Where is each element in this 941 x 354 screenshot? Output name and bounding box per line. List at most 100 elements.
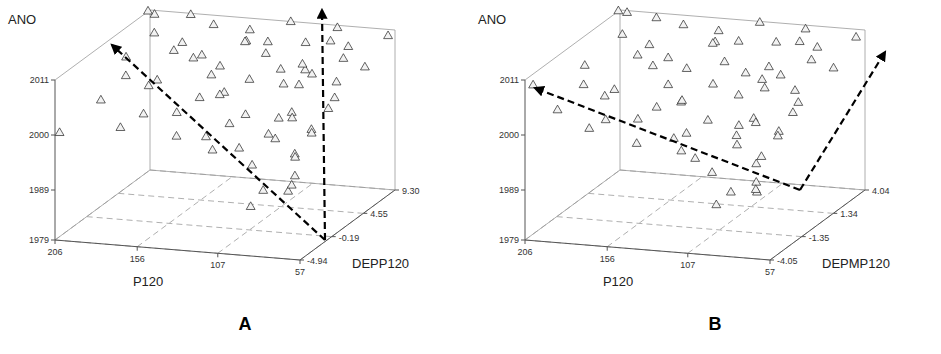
grid-line (770, 190, 865, 260)
point (579, 80, 588, 88)
tick (770, 260, 774, 261)
point (271, 134, 280, 142)
point (703, 115, 712, 123)
point (332, 77, 341, 85)
point (795, 37, 804, 45)
tick (395, 190, 399, 191)
point (298, 59, 307, 67)
point (600, 91, 609, 99)
point (714, 26, 723, 34)
panel-title: B (709, 314, 722, 334)
tick-label: 156 (130, 254, 145, 264)
point (216, 61, 225, 69)
point (248, 160, 257, 168)
point (290, 171, 299, 179)
tick (300, 260, 301, 264)
grid-line (620, 170, 865, 190)
chart-root: 20615610757-4.94-0.194.559.3019791989200… (0, 0, 941, 354)
point (682, 129, 691, 137)
box-edge (865, 30, 866, 190)
tick (770, 260, 771, 264)
point (55, 128, 64, 136)
point (245, 75, 254, 83)
tick-label: 2000 (29, 130, 49, 140)
point (732, 131, 741, 139)
point (235, 143, 244, 151)
point (752, 159, 761, 167)
grid-line (557, 217, 802, 237)
point (852, 32, 861, 40)
point (246, 202, 255, 210)
tick-label: 206 (517, 247, 532, 257)
grid-line (150, 170, 395, 190)
point (788, 108, 797, 116)
point (144, 6, 153, 14)
point (773, 131, 782, 139)
tick (521, 80, 525, 81)
axis-line (55, 240, 300, 260)
point (215, 90, 224, 98)
point (274, 113, 283, 121)
point (225, 119, 234, 127)
point (758, 75, 767, 83)
point (708, 39, 717, 47)
point (178, 38, 187, 46)
tick (332, 236, 336, 237)
box-edge (55, 10, 150, 80)
point (751, 118, 760, 126)
tick-label: -4.05 (777, 256, 798, 266)
point (286, 17, 295, 25)
points (55, 6, 392, 209)
box-edge (150, 170, 395, 190)
point (276, 64, 285, 72)
tick-label: 1979 (29, 235, 49, 245)
point (776, 70, 785, 78)
tick (521, 190, 525, 191)
box-edge (525, 170, 620, 240)
point (330, 93, 339, 101)
point (633, 114, 642, 122)
tick-label: -0.19 (339, 233, 360, 243)
tick-label: 2011 (30, 75, 49, 85)
point (169, 46, 178, 54)
tick (51, 240, 55, 241)
tick-label: 57 (295, 267, 305, 277)
grid-line (300, 190, 395, 260)
point (360, 62, 369, 70)
box-edge (620, 10, 865, 30)
tick (51, 80, 55, 81)
axis-title: DEPMP120 (822, 256, 890, 271)
point (664, 80, 673, 88)
point (344, 42, 353, 50)
point (682, 64, 691, 72)
point (121, 71, 130, 79)
point (648, 61, 657, 69)
grid-line (688, 183, 783, 253)
tick (521, 240, 525, 241)
tick-label: 1.34 (840, 209, 858, 219)
axis-title: ANO (478, 12, 506, 27)
grid-line (55, 240, 300, 260)
point (664, 53, 673, 61)
tick-label: 1989 (499, 185, 519, 195)
grid-line (137, 177, 232, 247)
point (829, 63, 838, 71)
point (741, 68, 750, 76)
point (791, 86, 800, 94)
point (734, 36, 743, 44)
point (734, 121, 743, 129)
tick (363, 213, 367, 214)
grid-line (218, 183, 313, 253)
point (751, 185, 760, 193)
tick-label: 4.55 (370, 209, 388, 219)
point (172, 108, 181, 116)
point (645, 40, 654, 48)
point (333, 23, 342, 31)
tick (217, 253, 218, 257)
point (261, 49, 270, 57)
point (709, 79, 718, 87)
point (734, 90, 743, 98)
point (172, 131, 181, 139)
tick-label: 1979 (499, 235, 519, 245)
grid-line (55, 170, 150, 240)
